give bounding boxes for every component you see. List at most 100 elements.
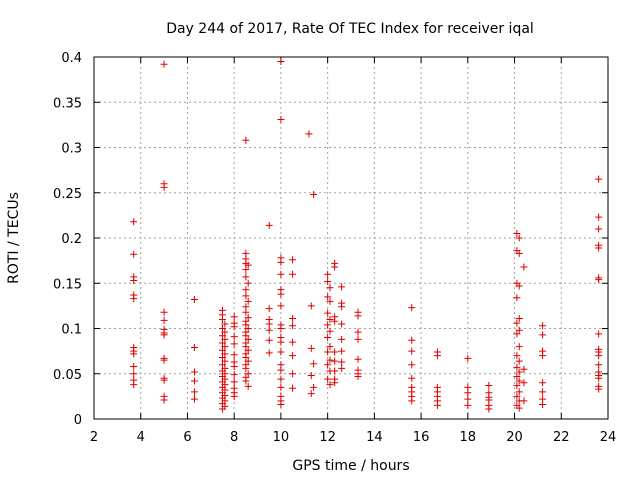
y-tick-label: 0.25: [53, 187, 82, 202]
data-point-marker: [230, 313, 238, 321]
data-point-marker: [326, 297, 334, 305]
data-points: [130, 58, 603, 413]
data-point-marker: [242, 364, 250, 372]
data-point-marker: [513, 294, 521, 302]
x-tick-label: 10: [273, 430, 290, 445]
data-point-marker: [310, 191, 318, 199]
data-point-marker: [242, 286, 250, 294]
data-point-marker: [277, 302, 285, 310]
data-point-marker: [464, 389, 472, 397]
data-point-marker: [130, 277, 138, 285]
data-point-marker: [244, 357, 252, 365]
data-point-marker: [324, 293, 332, 301]
data-point-marker: [230, 371, 238, 379]
data-point-marker: [324, 270, 332, 278]
data-point-marker: [289, 384, 297, 392]
data-point-marker: [130, 381, 138, 389]
y-tick-label: 0.05: [53, 368, 82, 383]
x-tick-label: 14: [366, 430, 383, 445]
data-point-marker: [230, 351, 238, 359]
x-tick-label: 8: [230, 430, 238, 445]
data-point-marker: [520, 263, 528, 271]
data-point-marker: [242, 353, 250, 361]
data-point-marker: [242, 377, 250, 385]
x-axis-tick-labels: 2 4 6 8 10 12 14 16 18 20 22 24: [90, 430, 616, 445]
data-point-marker: [338, 364, 346, 372]
data-point-marker: [324, 348, 332, 356]
data-point-marker: [326, 327, 334, 335]
grid-lines: [94, 57, 608, 419]
chart-title: Day 244 of 2017, Rate Of TEC Index for r…: [166, 21, 534, 37]
y-axis-tick-labels: 0 0.05 0.1 0.15 0.2 0.25 0.3 0.35 0.4: [53, 51, 82, 428]
x-axis-label: GPS time / hours: [292, 458, 409, 474]
data-point-marker: [539, 352, 547, 360]
data-point-marker: [219, 339, 226, 347]
x-tick-label: 16: [413, 430, 430, 445]
data-point-marker: [190, 296, 198, 304]
data-point-marker: [242, 136, 250, 144]
data-point-marker: [244, 370, 252, 378]
data-point-marker: [595, 276, 603, 284]
data-point-marker: [242, 292, 250, 300]
data-point-marker: [354, 372, 362, 380]
data-point-marker: [277, 366, 285, 374]
data-point-marker: [515, 404, 523, 412]
data-point-marker: [338, 283, 346, 291]
data-point-marker: [354, 355, 362, 363]
data-point-marker: [513, 392, 521, 400]
data-point-marker: [219, 361, 226, 369]
data-point-marker: [354, 335, 362, 343]
data-point-marker: [221, 343, 229, 351]
data-point-marker: [408, 304, 416, 312]
data-point-marker: [520, 379, 528, 387]
data-point-marker: [277, 115, 285, 123]
data-point-marker: [338, 335, 346, 343]
data-point-marker: [277, 58, 285, 66]
data-point-marker: [190, 395, 198, 403]
data-point-marker: [338, 358, 346, 366]
data-point-marker: [433, 352, 441, 360]
data-point-marker: [130, 218, 138, 226]
data-point-marker: [513, 363, 521, 371]
x-tick-label: 24: [600, 430, 617, 445]
data-point-marker: [595, 361, 603, 369]
data-point-marker: [464, 354, 472, 362]
data-point-marker: [310, 383, 318, 391]
y-tick-label: 0.35: [53, 96, 82, 111]
data-point-marker: [265, 320, 273, 328]
data-point-marker: [242, 343, 250, 351]
data-point-marker: [595, 213, 603, 221]
data-point-marker: [515, 249, 523, 257]
data-point-marker: [324, 309, 332, 317]
data-point-marker: [230, 363, 238, 371]
data-point-marker: [244, 279, 252, 287]
data-point-marker: [515, 368, 523, 376]
data-point-marker: [326, 381, 334, 389]
data-point-marker: [265, 221, 273, 229]
data-point-marker: [289, 338, 297, 346]
data-point-marker: [160, 331, 168, 339]
data-point-marker: [130, 363, 138, 371]
data-point-marker: [230, 323, 238, 331]
data-point-marker: [221, 350, 229, 358]
y-tick-label: 0.4: [61, 51, 82, 66]
data-point-marker: [289, 270, 297, 278]
data-point-marker: [338, 347, 346, 355]
data-point-marker: [230, 340, 238, 348]
data-point-marker: [515, 357, 523, 365]
data-point-marker: [160, 356, 168, 364]
data-point-marker: [515, 377, 523, 385]
y-tick-label: 0.15: [53, 277, 82, 292]
data-point-marker: [331, 263, 339, 271]
data-point-marker: [265, 326, 273, 334]
plot-frame: [93, 56, 609, 420]
data-point-marker: [230, 378, 238, 386]
data-point-marker: [595, 385, 603, 393]
data-point-marker: [464, 401, 472, 409]
data-point-marker: [160, 376, 168, 384]
data-point-marker: [539, 379, 547, 387]
data-point-marker: [331, 317, 339, 325]
data-point-marker: [513, 382, 521, 390]
data-point-marker: [595, 352, 603, 360]
